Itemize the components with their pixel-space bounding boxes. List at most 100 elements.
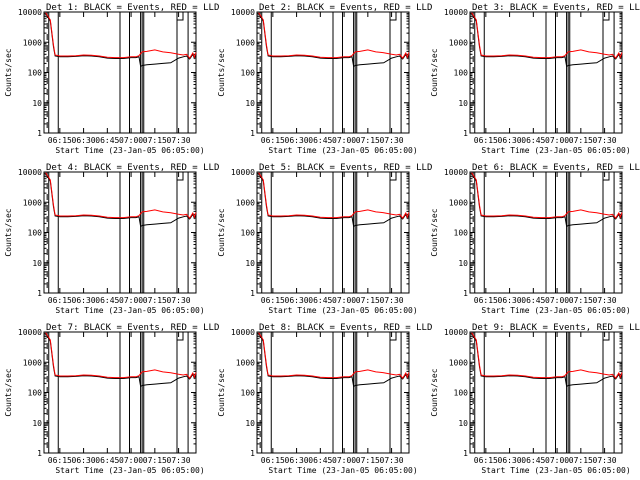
x-axis-label: Start Time (23-Jan-05 06:05:00) <box>268 306 417 315</box>
marker-bracket <box>177 12 184 21</box>
detector-panel-4: Det 4: BLACK = Events, RED = LLD 1 10 100 10… <box>4 163 219 315</box>
x-tick-label: 07:15 <box>143 296 167 305</box>
marker-bracket <box>603 332 610 341</box>
panel-title: Det 5: BLACK = Events, RED = LLD <box>259 163 432 173</box>
y-tick-label: 1000 <box>449 38 468 47</box>
y-tick-label: 10 <box>245 419 255 428</box>
y-axis-label: Counts/sec <box>4 368 13 416</box>
x-tick-label: 07:00 <box>119 136 143 145</box>
y-tick-label: 1000 <box>236 358 255 367</box>
lld-series-line <box>471 172 623 219</box>
x-tick-label: 07:00 <box>545 456 569 465</box>
x-tick-label: 07:30 <box>593 136 617 145</box>
x-tick-label: 07:15 <box>569 136 593 145</box>
x-tick-label: 07:30 <box>593 296 617 305</box>
x-tick-label: 07:30 <box>167 296 191 305</box>
y-tick-label: 10 <box>32 99 42 108</box>
y-tick-label: 1 <box>463 289 468 298</box>
marker-bracket <box>390 12 397 21</box>
y-tick-label: 10000 <box>444 168 468 177</box>
x-tick-label: 06:30 <box>72 136 96 145</box>
x-axis-label: Start Time (23-Jan-05 06:05:00) <box>55 466 204 475</box>
panel-title: Det 1: BLACK = Events, RED = LLD <box>46 3 219 13</box>
x-tick-label: 07:15 <box>143 136 167 145</box>
lld-series-line <box>45 332 197 379</box>
y-axis-label: Counts/sec <box>430 48 439 96</box>
x-tick-label: 07:00 <box>119 456 143 465</box>
x-tick-label: 07:00 <box>332 456 356 465</box>
panel-title: Det 6: BLACK = Events, RED = LLD <box>472 163 640 173</box>
events-series-line <box>471 333 623 388</box>
events-series-line <box>471 13 623 68</box>
y-tick-label: 10000 <box>231 328 255 337</box>
y-tick-label: 1000 <box>449 198 468 207</box>
x-tick-label: 07:00 <box>119 296 143 305</box>
detector-panel-5: Det 5: BLACK = Events, RED = LLD 1 10 100 10… <box>217 163 432 315</box>
x-tick-label: 06:15 <box>261 456 285 465</box>
detector-panel-6: Det 6: BLACK = Events, RED = LLD 1 10 100 10… <box>430 163 640 315</box>
y-tick-label: 10000 <box>231 8 255 17</box>
detector-panel-3: Det 3: BLACK = Events, RED = LLD 1 10 100 10… <box>430 3 640 155</box>
lld-series-line <box>258 332 410 379</box>
y-tick-label: 1000 <box>236 198 255 207</box>
panel-title: Det 4: BLACK = Events, RED = LLD <box>46 163 219 173</box>
y-axis-label: Counts/sec <box>4 208 13 256</box>
x-axis-label: Start Time (23-Jan-05 06:05:00) <box>481 466 630 475</box>
x-tick-label: 06:30 <box>72 296 96 305</box>
y-tick-label: 1 <box>37 449 42 458</box>
panel-title: Det 2: BLACK = Events, RED = LLD <box>259 3 432 13</box>
x-tick-label: 07:15 <box>569 296 593 305</box>
x-tick-label: 07:00 <box>332 296 356 305</box>
y-tick-label: 100 <box>454 229 469 238</box>
x-tick-label: 06:15 <box>474 136 498 145</box>
x-tick-label: 06:45 <box>308 296 332 305</box>
marker-bracket <box>390 172 397 181</box>
y-tick-label: 1 <box>250 449 255 458</box>
x-tick-label: 06:45 <box>95 136 119 145</box>
x-tick-label: 07:00 <box>545 136 569 145</box>
x-tick-label: 07:00 <box>545 296 569 305</box>
x-tick-label: 07:30 <box>593 456 617 465</box>
x-tick-label: 06:30 <box>285 456 309 465</box>
x-axis-label: Start Time (23-Jan-05 06:05:00) <box>481 146 630 155</box>
y-tick-label: 1000 <box>23 38 42 47</box>
x-tick-label: 06:30 <box>72 456 96 465</box>
y-tick-label: 10000 <box>18 328 42 337</box>
x-tick-label: 06:15 <box>474 296 498 305</box>
x-tick-label: 07:15 <box>356 296 380 305</box>
y-tick-label: 100 <box>241 389 256 398</box>
y-tick-label: 1 <box>463 129 468 138</box>
events-series-line <box>45 13 197 68</box>
y-tick-label: 10 <box>458 259 468 268</box>
x-tick-label: 06:15 <box>261 136 285 145</box>
detector-panel-7: Det 7: BLACK = Events, RED = LLD 1 10 100 10… <box>4 323 219 475</box>
marker-bracket <box>177 332 184 341</box>
lld-series-line <box>45 12 197 59</box>
x-tick-label: 07:30 <box>167 136 191 145</box>
detector-panel-1: Det 1: BLACK = Events, RED = LLD 1 10 100 10… <box>4 3 219 155</box>
detector-panel-2: Det 2: BLACK = Events, RED = LLD 1 10 100 10… <box>217 3 432 155</box>
x-axis-label: Start Time (23-Jan-05 06:05:00) <box>481 306 630 315</box>
x-tick-label: 06:15 <box>48 296 72 305</box>
detector-panel-9: Det 9: BLACK = Events, RED = LLD 1 10 100 10… <box>430 323 640 475</box>
panel-title: Det 9: BLACK = Events, RED = LLD <box>472 323 640 333</box>
y-tick-label: 100 <box>28 229 43 238</box>
x-tick-label: 06:15 <box>48 456 72 465</box>
y-tick-label: 100 <box>28 389 43 398</box>
events-series-line <box>258 13 410 68</box>
y-tick-label: 1000 <box>23 358 42 367</box>
y-tick-label: 10 <box>32 419 42 428</box>
y-axis-label: Counts/sec <box>430 208 439 256</box>
y-tick-label: 1 <box>250 289 255 298</box>
x-tick-label: 06:30 <box>498 296 522 305</box>
y-tick-label: 10000 <box>18 8 42 17</box>
marker-bracket <box>390 332 397 341</box>
x-tick-label: 06:15 <box>48 136 72 145</box>
x-tick-label: 07:15 <box>143 456 167 465</box>
y-tick-label: 10 <box>458 99 468 108</box>
events-series-line <box>258 333 410 388</box>
x-axis-label: Start Time (23-Jan-05 06:05:00) <box>268 146 417 155</box>
y-tick-label: 1 <box>463 449 468 458</box>
x-tick-label: 06:45 <box>95 456 119 465</box>
